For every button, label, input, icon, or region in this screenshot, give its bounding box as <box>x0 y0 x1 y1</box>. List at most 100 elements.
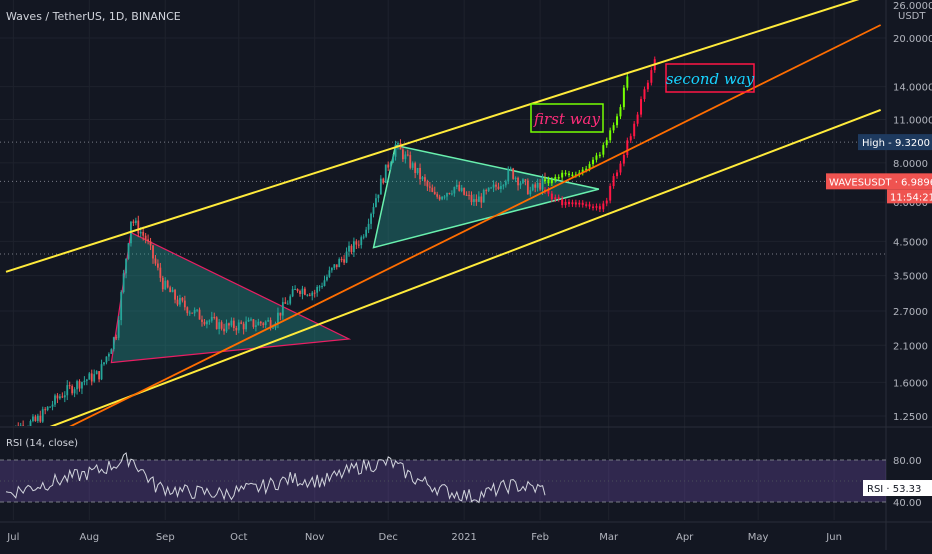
candle-body <box>397 143 399 145</box>
candle-body <box>365 229 368 237</box>
second-way-candle <box>619 163 622 173</box>
second-way-candle <box>547 189 550 194</box>
candle-body <box>179 298 181 305</box>
candle-body <box>93 374 96 382</box>
candle-body <box>428 186 431 188</box>
price-tick-label: 11.0000 <box>893 116 932 127</box>
candle-body <box>482 190 485 203</box>
candle-body <box>487 187 490 191</box>
price-plot: first way second way <box>0 0 886 432</box>
candle-body <box>438 196 441 200</box>
candle-body <box>132 221 135 224</box>
candle-body <box>360 237 363 246</box>
candle-body <box>451 193 453 195</box>
candle-body <box>122 273 125 293</box>
rsi-tick-label: 80.00 <box>893 456 922 467</box>
candle-body <box>49 406 51 408</box>
candle-body <box>534 184 537 188</box>
first-way-candle <box>547 179 550 184</box>
candle-body <box>524 179 527 181</box>
candle-body <box>245 321 247 330</box>
second-way-candle <box>598 206 601 210</box>
candle-body <box>473 199 475 203</box>
price-tick-label: 2.7000 <box>893 307 928 318</box>
first-way-candle <box>585 168 588 171</box>
channel-upper-line <box>5 0 860 273</box>
candle-body <box>105 356 108 363</box>
candle-body <box>59 396 61 399</box>
candle-body <box>112 337 115 350</box>
price-tick-label: 14.0000 <box>893 83 932 94</box>
candle-body <box>120 292 123 321</box>
candle-body <box>475 199 478 202</box>
first-way-candle <box>595 155 598 160</box>
countdown-tag <box>887 189 932 204</box>
candle-body <box>343 259 345 263</box>
candle-body <box>237 322 240 331</box>
candle-body <box>323 280 326 286</box>
first-way-candle <box>588 164 591 169</box>
candle-body <box>330 267 333 271</box>
time-tick-label: May <box>748 532 769 543</box>
candle-body <box>526 180 529 195</box>
candle-body <box>470 194 473 203</box>
candle-body <box>446 193 448 197</box>
candle-body <box>71 386 74 394</box>
candle-body <box>252 319 255 327</box>
price-tick-label: 3.5000 <box>893 272 928 283</box>
candle-body <box>196 309 198 311</box>
candle-body <box>41 409 44 422</box>
first-way-candle <box>619 107 622 117</box>
candle-body <box>326 276 328 281</box>
last-price-tag <box>826 173 932 190</box>
candle-body <box>228 323 230 326</box>
candle-body <box>311 292 314 296</box>
candle-body <box>519 183 522 186</box>
candle-body <box>335 264 338 268</box>
candle-body <box>259 321 262 324</box>
candle-body <box>382 178 385 183</box>
candle-body <box>436 194 439 197</box>
candle-body <box>406 154 409 156</box>
candle-body <box>220 322 223 329</box>
candle-body <box>279 312 282 316</box>
candle-body <box>377 194 380 199</box>
candle-body <box>529 190 532 195</box>
first-way-candle <box>571 174 574 177</box>
candle-body <box>485 190 488 192</box>
second-way-candle <box>650 70 653 83</box>
channel-mid-line <box>69 24 882 426</box>
candle-body <box>289 296 292 304</box>
candle-body <box>152 245 154 259</box>
first-way-candle <box>581 169 584 173</box>
candle-body <box>32 416 34 422</box>
candle-body <box>502 185 505 187</box>
second-way-candle <box>592 206 595 209</box>
candle-body <box>186 307 189 314</box>
first-way-candle <box>622 87 625 108</box>
first-way-candle <box>561 172 564 178</box>
candle-body <box>306 294 309 296</box>
candle-body <box>54 395 56 405</box>
candle-body <box>409 155 412 168</box>
second-way-candle <box>605 200 608 204</box>
first-way-candle <box>609 130 612 141</box>
candle-body <box>110 349 113 354</box>
candle-body <box>507 169 510 182</box>
candle-body <box>19 425 22 426</box>
candle-body <box>235 327 238 331</box>
candle-body <box>46 406 49 410</box>
candle-body <box>465 194 468 196</box>
candle-body <box>267 320 270 322</box>
candle-body <box>139 231 142 234</box>
candle-body <box>5 431 7 432</box>
second-way-label: second way <box>666 70 755 88</box>
candle-body <box>539 182 541 190</box>
candle-body <box>350 245 353 253</box>
candle-body <box>73 389 76 394</box>
candle-body <box>240 322 243 324</box>
candle-body <box>284 302 287 304</box>
candle-body <box>394 144 397 157</box>
candle-body <box>387 164 390 168</box>
